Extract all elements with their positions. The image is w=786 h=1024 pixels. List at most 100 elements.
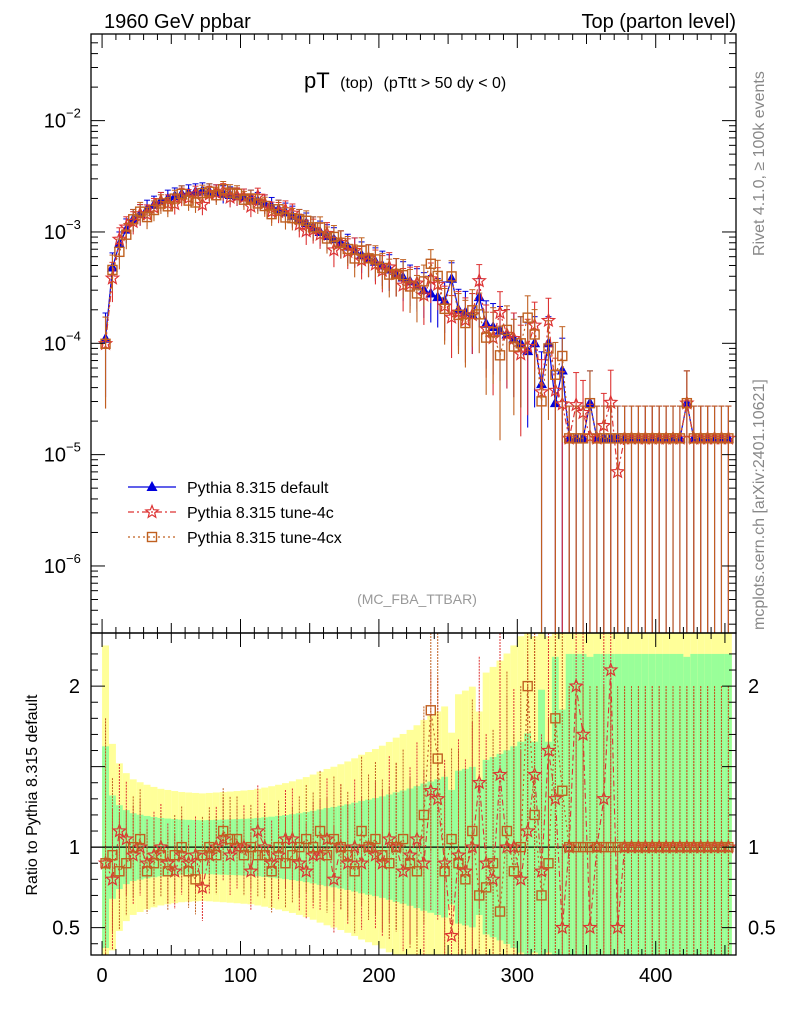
ratio-point: [335, 841, 347, 853]
data-point: [536, 396, 547, 407]
chart-title: pT (top) (pTtt > 50 dy < 0): [304, 68, 506, 93]
data-point: [557, 350, 568, 362]
data-point: [418, 276, 430, 287]
ratio-point: [183, 866, 194, 877]
x-tick-label: 300: [501, 965, 534, 987]
legend-label: Pythia 8.315 default: [187, 480, 329, 497]
data-point: [252, 198, 263, 209]
ratio-point: [287, 849, 298, 861]
data-point: [460, 317, 471, 329]
data-point: [709, 433, 720, 444]
data-point: [723, 433, 734, 444]
ratio-point: [619, 841, 630, 853]
ratio-point: [568, 677, 584, 693]
data-point: [363, 253, 374, 264]
y-tick-exponent: −5: [66, 440, 81, 455]
ratio-point: [301, 833, 312, 845]
title-sub: (top): [340, 75, 373, 92]
ratio-point: [409, 830, 425, 846]
ratio-frame: [90, 632, 737, 956]
data-point: [307, 222, 319, 233]
ratio-point: [626, 841, 637, 853]
ratio-point: [508, 866, 520, 877]
ratio-point: [236, 838, 252, 854]
data-point: [217, 184, 229, 195]
ratio-tick-label-right: 1: [748, 837, 759, 859]
y-tick-label: 10: [44, 222, 66, 244]
ratio-point: [515, 841, 526, 853]
data-point: [612, 433, 623, 444]
ratio-point: [404, 858, 416, 869]
ratio-point: [681, 841, 693, 853]
data-point: [446, 271, 457, 282]
data-point: [335, 237, 347, 248]
ratio-point: [319, 830, 335, 846]
data-point: [633, 433, 644, 444]
data-point: [349, 253, 360, 264]
ratio-point: [598, 841, 610, 853]
ratio-point: [148, 858, 160, 869]
ratio-point: [107, 849, 118, 861]
ratio-point: [176, 841, 187, 853]
data-point: [619, 433, 630, 444]
y-tick-exponent: −3: [66, 217, 81, 232]
ratio-point: [418, 809, 430, 821]
data-point: [522, 312, 533, 323]
data-point: [377, 262, 388, 274]
data-point: [190, 197, 201, 208]
ratio-point: [612, 841, 623, 853]
ratio-point: [603, 661, 619, 677]
data-point: [238, 194, 250, 205]
data-point: [716, 433, 727, 444]
ratio-point: [167, 863, 183, 878]
ratio-point: [328, 833, 340, 845]
ratio-point: [100, 858, 111, 869]
data-point: [141, 211, 153, 223]
data-point: [640, 433, 651, 444]
ratio-point: [633, 841, 644, 853]
ratio-point: [314, 825, 326, 837]
data-point: [494, 350, 506, 361]
ratio-point: [128, 841, 139, 853]
ratio-point: [342, 849, 353, 861]
ratio-point: [224, 833, 236, 845]
data-point: [598, 433, 610, 444]
data-point: [342, 243, 353, 255]
data-point: [480, 332, 492, 343]
data-point: [384, 269, 395, 280]
ratio-point: [660, 841, 672, 853]
ratio-point: [591, 841, 603, 853]
ratio-point: [494, 906, 506, 917]
ratio-point: [340, 855, 356, 870]
x-tick-label: 100: [224, 965, 257, 987]
ratio-point: [402, 847, 418, 862]
axes: 10 −210 −310 −410 −510 −62 21 10.5 0.50 100 200 300…: [44, 33, 776, 987]
ratio-point: [460, 874, 471, 885]
watermark: (MC_FBA_TTBAR): [357, 591, 477, 607]
y-tick-label: 10: [44, 556, 66, 578]
data-point: [321, 233, 333, 244]
ratio-point: [584, 841, 596, 853]
data-point: [134, 206, 146, 217]
data-point: [501, 324, 513, 336]
ratio-tick-label-left: 1: [69, 837, 80, 859]
ratio-point: [211, 849, 222, 861]
ratio-point: [453, 858, 464, 869]
legend-label: Pythia 8.315 tune-4c: [187, 505, 334, 522]
data-point: [647, 433, 658, 444]
ratio-point: [238, 849, 250, 861]
ratio-point: [543, 858, 554, 869]
ratio-point: [536, 890, 547, 901]
ratio-point: [374, 855, 391, 870]
data-point: [197, 187, 208, 199]
ratio-point: [169, 849, 180, 861]
data-point: [194, 196, 211, 212]
ratio-point: [217, 825, 229, 837]
data-point: [397, 269, 409, 281]
data-point: [653, 433, 665, 444]
ratio-point: [384, 858, 395, 869]
header-left: 1960 GeV ppbar: [104, 11, 251, 33]
data-point: [584, 397, 596, 409]
data-point: [626, 433, 637, 444]
data-point: [224, 187, 236, 198]
